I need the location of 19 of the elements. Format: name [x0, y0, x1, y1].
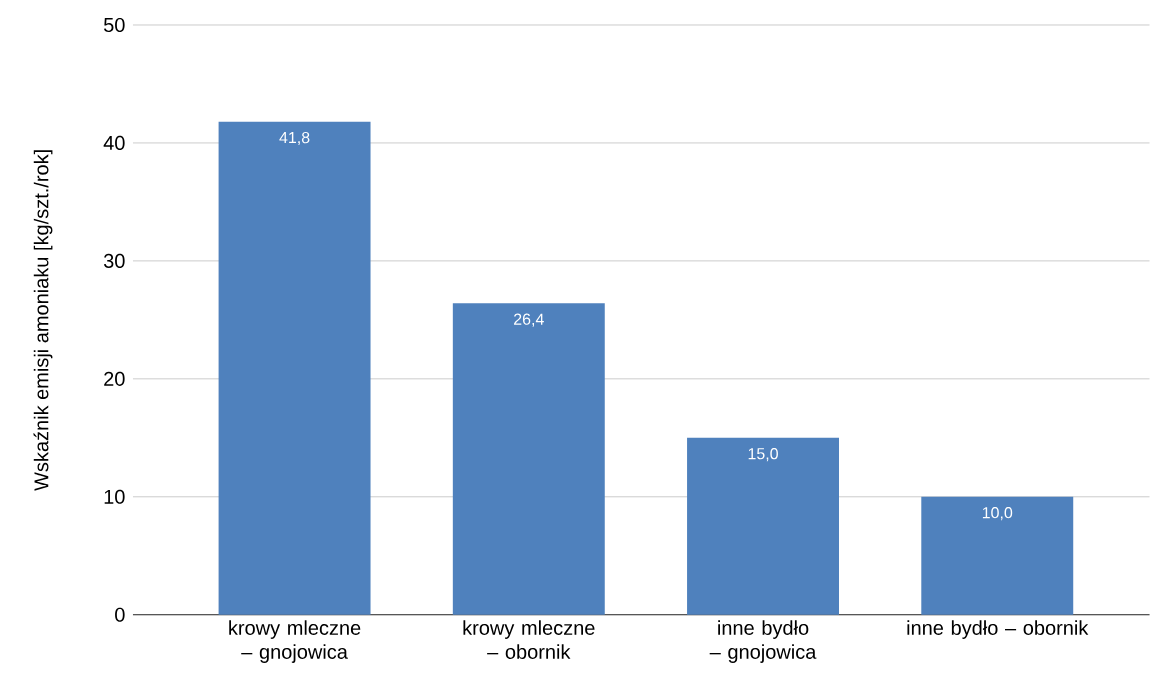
y-tick-label: 0 [115, 607, 125, 622]
bar [921, 496, 1074, 615]
y-tick-label: 20 [104, 371, 125, 387]
data-label: 41,8 [279, 132, 310, 146]
y-axis-title: Wskaźnik emisji amoniaku [kg/szt./rok] [33, 150, 53, 491]
y-tick-label: 10 [104, 489, 125, 504]
data-label: 10,0 [982, 507, 1013, 521]
y-tick-label: 30 [103, 253, 125, 269]
data-label: 26,4 [514, 313, 544, 327]
bar [218, 121, 371, 615]
x-tick-label: inne bydło – gnojowica [709, 620, 817, 664]
x-tick-label: krowy mleczne – gnojowica [229, 620, 361, 664]
bar [687, 437, 839, 615]
x-tick-label: krowy mleczne – obornik [463, 620, 595, 660]
y-tick-label: 50 [103, 18, 125, 33]
data-label: 15,0 [748, 448, 778, 462]
x-tick-label: inne bydło – obornik [907, 620, 1089, 640]
y-tick-label: 40 [103, 136, 125, 151]
bar [452, 303, 605, 615]
